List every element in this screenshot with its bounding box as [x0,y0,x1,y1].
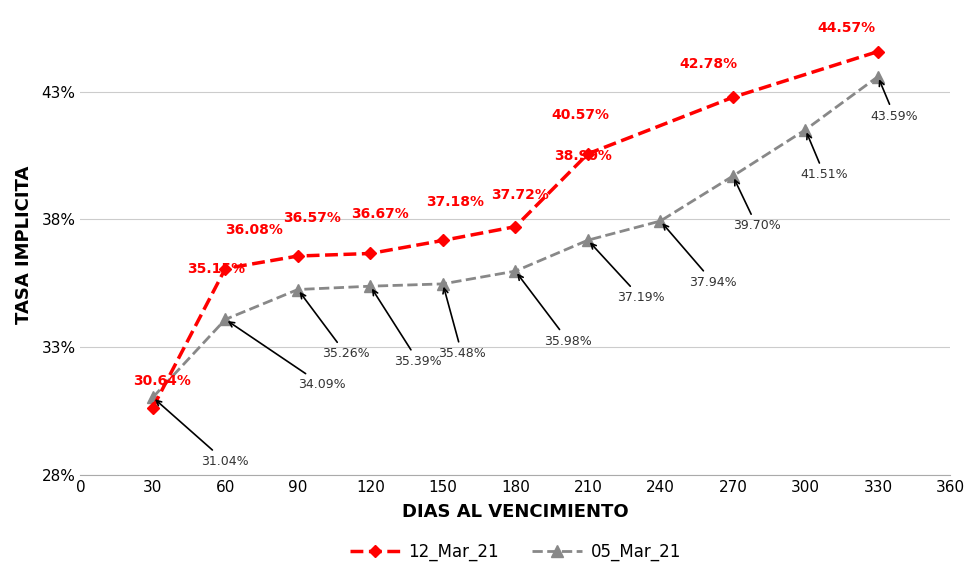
05_Mar_21 [655,218,666,224]
Text: 30.64%: 30.64% [133,374,191,388]
Text: 43.59%: 43.59% [870,81,918,122]
Text: 39.70%: 39.70% [733,180,781,233]
Text: 42.78%: 42.78% [680,57,738,71]
Text: 38.90%: 38.90% [554,149,612,163]
12_Mar_21 [365,250,376,257]
Y-axis label: TASA IMPLICITA: TASA IMPLICITA [15,166,33,324]
12_Mar_21 [582,150,594,157]
05_Mar_21 [510,267,521,274]
Text: 37.94%: 37.94% [663,224,737,289]
Text: 35.48%: 35.48% [438,288,486,360]
Text: 34.09%: 34.09% [229,322,346,391]
Text: 35.98%: 35.98% [518,275,592,347]
Text: 36.08%: 36.08% [225,223,283,237]
05_Mar_21 [872,73,884,80]
12_Mar_21 [292,252,304,259]
Text: 40.57%: 40.57% [552,108,610,122]
12_Mar_21 [437,237,449,244]
Text: 37.19%: 37.19% [591,244,664,304]
05_Mar_21 [365,282,376,289]
Text: 35.15%: 35.15% [186,262,245,275]
05_Mar_21 [800,126,811,133]
Text: 37.18%: 37.18% [426,195,484,209]
Text: 41.51%: 41.51% [801,134,849,182]
12_Mar_21 [872,48,884,55]
Text: 35.39%: 35.39% [372,290,442,368]
Text: 35.26%: 35.26% [301,293,369,360]
Text: 36.57%: 36.57% [283,211,341,224]
Text: 36.67%: 36.67% [351,206,409,221]
05_Mar_21 [582,237,594,244]
Legend: 12_Mar_21, 05_Mar_21: 12_Mar_21, 05_Mar_21 [343,536,688,568]
Text: 31.04%: 31.04% [156,400,249,467]
Line: 12_Mar_21: 12_Mar_21 [149,48,882,412]
12_Mar_21 [147,404,159,411]
12_Mar_21 [510,223,521,230]
12_Mar_21 [727,94,739,101]
Text: 44.57%: 44.57% [817,21,875,35]
05_Mar_21 [437,280,449,287]
05_Mar_21 [220,316,231,323]
Text: 37.72%: 37.72% [491,187,549,202]
05_Mar_21 [147,394,159,401]
X-axis label: DIAS AL VENCIMIENTO: DIAS AL VENCIMIENTO [402,503,629,521]
12_Mar_21 [220,265,231,272]
05_Mar_21 [292,286,304,293]
Line: 05_Mar_21: 05_Mar_21 [147,71,884,403]
05_Mar_21 [727,172,739,179]
